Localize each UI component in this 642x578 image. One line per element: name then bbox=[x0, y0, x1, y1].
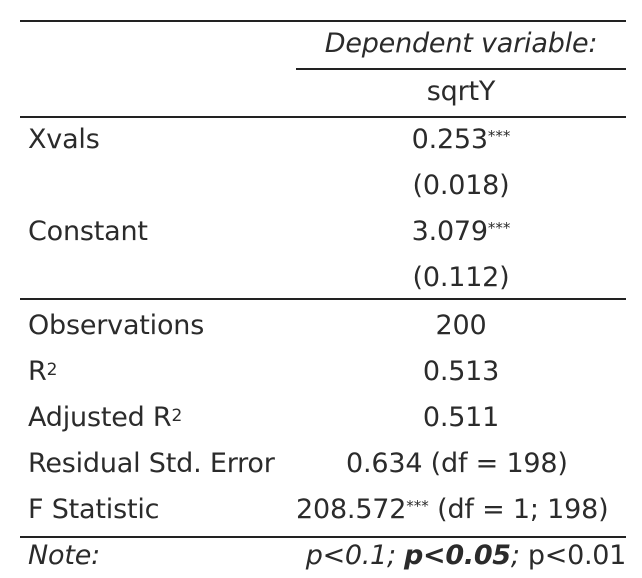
coef-estimate-constant: 3.079*** bbox=[411, 216, 511, 247]
significance-stars: *** bbox=[487, 127, 511, 145]
coef-estimate-xvals: 0.253*** bbox=[411, 124, 511, 155]
bottom-rule bbox=[20, 536, 626, 538]
stat-label-r2: R2 bbox=[28, 356, 58, 387]
note-label: Note: bbox=[28, 540, 101, 571]
coef-label-constant: Constant bbox=[28, 216, 148, 247]
stat-value-residual-std-error: 0.634 (df = 198) bbox=[346, 448, 568, 479]
stat-value-adjusted-r2: 0.511 bbox=[422, 402, 500, 433]
stat-value-r2: 0.513 bbox=[422, 356, 500, 387]
dependent-variable-name: sqrtY bbox=[426, 76, 496, 107]
coef-se-constant: (0.112) bbox=[412, 262, 510, 293]
top-rule bbox=[20, 20, 626, 22]
significance-stars: *** bbox=[406, 497, 429, 515]
stat-label-residual-std-error: Residual Std. Error bbox=[28, 448, 275, 479]
significance-note: p<0.1; p<0.05; p<0.01 bbox=[305, 540, 627, 571]
dependent-variable-caption: Dependent variable: bbox=[324, 28, 598, 59]
stat-label-adjusted-r2: Adjusted R2 bbox=[28, 402, 183, 433]
stat-label-f-statistic: F Statistic bbox=[28, 494, 160, 525]
stat-value-observations: 200 bbox=[435, 310, 487, 341]
stat-value-f-statistic: 208.572*** (df = 1; 198) bbox=[296, 494, 609, 525]
stats-rule bbox=[20, 298, 626, 300]
dependent-rule bbox=[296, 68, 626, 70]
stat-label-observations: Observations bbox=[28, 310, 205, 341]
header-rule bbox=[20, 116, 626, 118]
coef-se-xvals: (0.018) bbox=[412, 170, 510, 201]
coef-label-xvals: Xvals bbox=[28, 124, 100, 155]
significance-stars: *** bbox=[487, 219, 511, 237]
